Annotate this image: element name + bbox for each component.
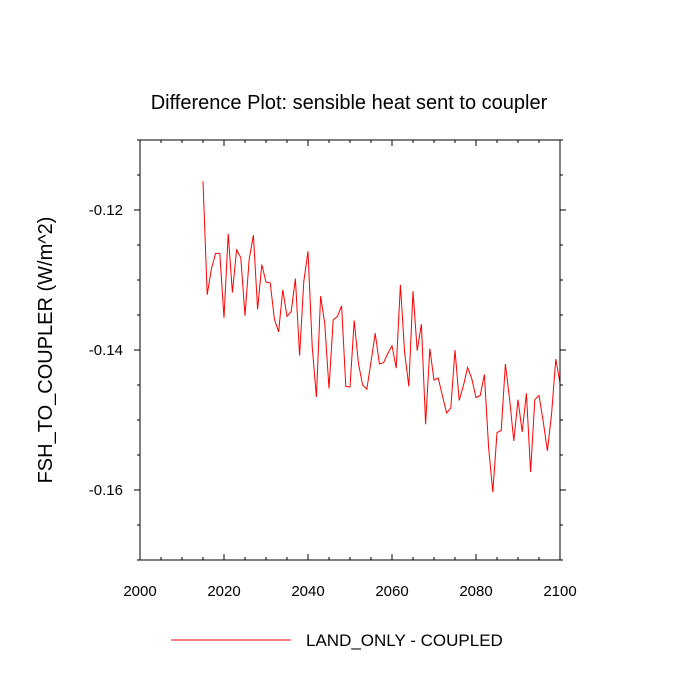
axis-ticks: 2000 2020 2040 2060 2080 2100 -0.12 -0.14 -0.16 xyxy=(89,139,577,600)
y-tick-label: -0.14 xyxy=(89,342,123,359)
x-tick-label: 2000 xyxy=(123,583,156,600)
plot-frame xyxy=(139,139,561,561)
y-tick-label: -0.16 xyxy=(89,482,123,499)
x-tick-label: 2080 xyxy=(459,583,492,600)
x-tick-label: 2040 xyxy=(291,583,324,600)
x-tick-label: 2020 xyxy=(207,583,240,600)
y-axis-label: FSH_TO_COUPLER (W/m^2) xyxy=(35,217,57,484)
chart-title: Difference Plot: sensible heat sent to c… xyxy=(151,92,548,114)
y-tick-label: -0.12 xyxy=(89,202,123,219)
legend: LAND_ONLY - COUPLED xyxy=(171,631,503,650)
x-tick-label: 2100 xyxy=(543,583,576,600)
legend-label: LAND_ONLY - COUPLED xyxy=(306,631,503,650)
x-tick-label: 2060 xyxy=(375,583,408,600)
series-layer xyxy=(202,181,561,493)
series-line xyxy=(202,181,561,493)
